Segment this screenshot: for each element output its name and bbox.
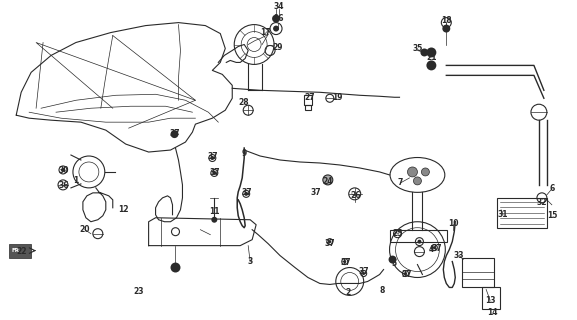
Circle shape	[273, 26, 279, 32]
Text: 22: 22	[16, 247, 27, 256]
Text: 30: 30	[59, 166, 69, 175]
Text: 26: 26	[350, 191, 361, 200]
Circle shape	[426, 60, 436, 70]
Text: 17: 17	[260, 28, 271, 37]
Bar	[482, 287, 500, 309]
Circle shape	[171, 130, 178, 138]
Bar	[9, 244, 31, 258]
Text: 35: 35	[412, 44, 422, 53]
Text: 11: 11	[209, 207, 220, 216]
Circle shape	[211, 217, 218, 223]
Text: 34: 34	[274, 2, 284, 11]
Text: 37: 37	[169, 129, 180, 138]
Circle shape	[61, 168, 65, 172]
Text: FR: FR	[11, 248, 19, 253]
Text: 8: 8	[380, 286, 385, 295]
Bar	[497, 198, 547, 228]
Circle shape	[211, 156, 214, 160]
Text: 37: 37	[431, 244, 441, 253]
Text: 36: 36	[59, 181, 69, 190]
Text: 6: 6	[549, 184, 554, 193]
Text: 29: 29	[273, 43, 283, 52]
Text: 15: 15	[546, 211, 557, 220]
Circle shape	[272, 15, 280, 23]
Text: 37: 37	[210, 168, 220, 178]
Bar	[462, 258, 494, 287]
Text: 37: 37	[242, 188, 253, 197]
Circle shape	[433, 246, 436, 249]
Text: 12: 12	[118, 205, 129, 214]
Circle shape	[414, 177, 421, 185]
Text: 32: 32	[537, 198, 547, 207]
Circle shape	[404, 272, 407, 275]
Text: 27: 27	[305, 93, 315, 102]
Circle shape	[212, 171, 216, 175]
Circle shape	[443, 25, 450, 33]
Text: 20: 20	[80, 225, 90, 234]
Text: 33: 33	[454, 251, 464, 260]
Text: 25: 25	[392, 229, 403, 238]
Circle shape	[171, 262, 181, 273]
Circle shape	[328, 240, 331, 243]
Bar	[304, 95, 312, 105]
Text: 19: 19	[332, 93, 343, 102]
Text: 37: 37	[358, 267, 369, 276]
Text: 5: 5	[391, 259, 396, 268]
Circle shape	[426, 47, 436, 58]
Circle shape	[417, 240, 421, 244]
Text: 21: 21	[426, 53, 437, 62]
Text: 24: 24	[323, 177, 333, 187]
Text: 3: 3	[248, 257, 253, 266]
Bar	[389, 230, 447, 242]
Text: 9: 9	[242, 148, 247, 157]
Text: 37: 37	[310, 188, 321, 197]
Text: 37: 37	[324, 239, 335, 248]
Text: 1: 1	[73, 176, 78, 185]
Text: 28: 28	[238, 98, 249, 107]
Circle shape	[421, 49, 428, 56]
Text: 13: 13	[485, 296, 496, 305]
Circle shape	[244, 192, 248, 196]
Text: 37: 37	[208, 151, 219, 161]
Text: 37: 37	[401, 270, 412, 279]
Text: 14: 14	[487, 308, 497, 317]
Circle shape	[343, 260, 346, 263]
Circle shape	[323, 175, 333, 185]
Text: 31: 31	[498, 210, 508, 219]
Text: 2: 2	[345, 288, 350, 297]
Text: 16: 16	[273, 14, 283, 23]
Circle shape	[388, 256, 396, 264]
Bar	[305, 105, 311, 110]
Text: 23: 23	[133, 287, 144, 296]
Text: 37: 37	[340, 258, 351, 267]
Circle shape	[407, 167, 417, 177]
Circle shape	[362, 272, 365, 275]
Text: 4: 4	[429, 245, 434, 254]
Text: 18: 18	[441, 16, 452, 25]
Text: 10: 10	[448, 219, 459, 228]
Circle shape	[421, 168, 429, 176]
Text: 7: 7	[398, 179, 403, 188]
